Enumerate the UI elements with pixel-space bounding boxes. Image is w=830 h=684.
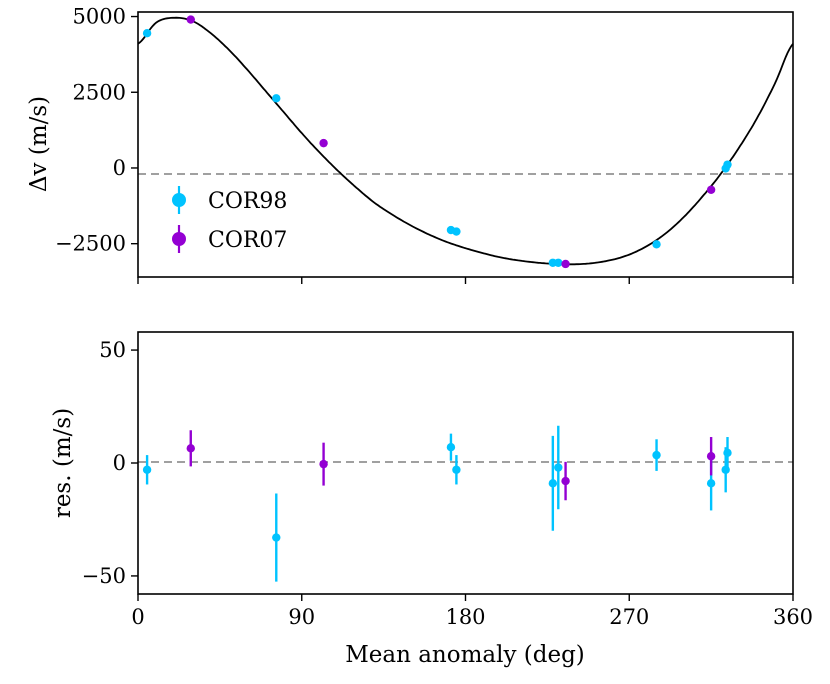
cor98-residual-point xyxy=(142,465,152,474)
y-tick-label: −2500 xyxy=(55,232,126,256)
cor07-residual-point xyxy=(561,476,570,486)
legend-label-cor98: COR98 xyxy=(208,189,287,214)
top-panel: 5000 2500 0 −2500 Δv (m/s) COR98 COR07 xyxy=(26,5,794,284)
legend: COR98 COR07 xyxy=(172,186,287,253)
cor98-residual-point xyxy=(706,479,716,488)
top-y-ticks: 5000 2500 0 −2500 xyxy=(55,5,138,256)
model-curve xyxy=(137,16,794,266)
y-tick-label: 50 xyxy=(99,338,126,362)
y-tick-label: 0 xyxy=(113,451,126,475)
cor98-point xyxy=(652,240,661,249)
cor98-residual-point xyxy=(723,448,732,458)
legend-entry-cor07: COR07 xyxy=(172,225,287,253)
y-tick-label: 2500 xyxy=(73,80,126,104)
y-tick-label: −50 xyxy=(82,564,126,588)
legend-entry-cor98: COR98 xyxy=(172,186,287,214)
cor98-residual-point xyxy=(554,463,563,472)
cor98-residual-point xyxy=(548,479,558,488)
bottom-y-ticks: 50 0 −50 xyxy=(82,338,138,588)
cor98-residual-point xyxy=(272,533,281,542)
x-tick-label: 270 xyxy=(609,605,649,629)
x-tick-label: 360 xyxy=(773,605,813,629)
bottom-y-axis-label: res. (m/s) xyxy=(50,408,76,518)
y-tick-label: 5000 xyxy=(73,5,126,29)
top-y-axis-label: Δv (m/s) xyxy=(26,96,52,192)
cor98-point xyxy=(142,29,152,38)
x-tick-label: 0 xyxy=(131,605,144,629)
cor98-point xyxy=(554,258,563,267)
cor07-residual-point xyxy=(319,459,328,469)
cor98-point xyxy=(452,227,461,236)
legend-label-cor07: COR07 xyxy=(208,228,287,253)
cor98-point xyxy=(723,160,732,169)
x-tick-label: 180 xyxy=(445,605,485,629)
legend-marker-cor07 xyxy=(172,232,186,246)
cor98-residual-point xyxy=(652,450,661,460)
cor98-residual-point xyxy=(452,465,461,474)
bottom-panel: 500−50 0 90 180 270 360 res. (m/s) Mean anom… xyxy=(50,331,813,668)
cor07-residual-point xyxy=(706,452,716,461)
x-tick-label: 90 xyxy=(288,605,315,629)
cor07-point xyxy=(561,259,570,269)
top-data-points xyxy=(142,15,732,269)
top-x-ticks xyxy=(137,277,794,284)
cor07-point xyxy=(186,15,195,24)
cor98-residual-point xyxy=(446,442,456,452)
bottom-data-points xyxy=(142,425,732,582)
cor07-point xyxy=(706,185,716,194)
cor07-point xyxy=(319,138,328,148)
bottom-axes-frame xyxy=(137,331,794,595)
y-tick-label: 0 xyxy=(113,156,126,180)
cor07-residual-point xyxy=(186,444,195,453)
cor98-point xyxy=(272,94,281,103)
x-axis-label: Mean anomaly (deg) xyxy=(345,642,585,668)
bottom-x-ticks: 0 90 180 270 360 xyxy=(131,594,813,629)
legend-marker-cor98 xyxy=(172,193,186,207)
